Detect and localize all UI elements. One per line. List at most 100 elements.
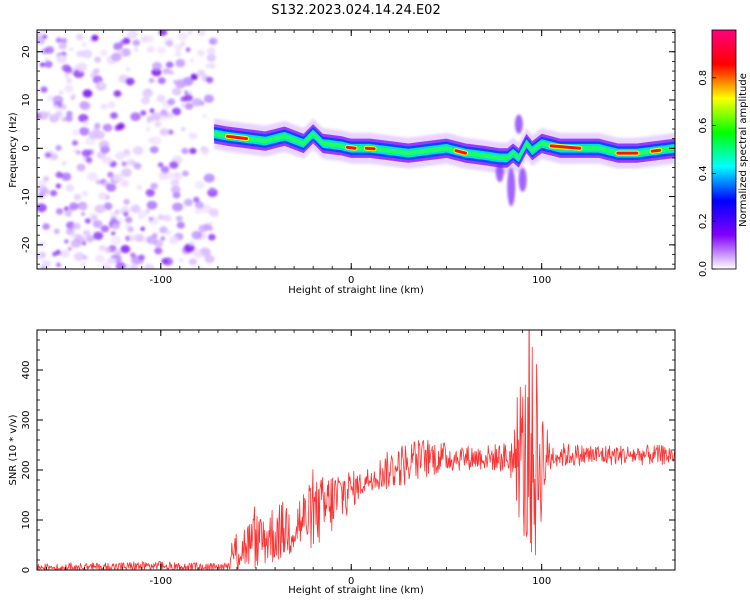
noise-blob (114, 209, 120, 215)
noise-blob (120, 179, 129, 187)
snr-y-tick-label: 400 (21, 360, 32, 379)
noise-blob (160, 109, 168, 116)
noise-blob (64, 206, 69, 211)
noise-blob (127, 30, 138, 39)
noise-blob (163, 68, 170, 75)
noise-blob (144, 263, 155, 269)
noise-blob (39, 30, 48, 35)
noise-blob (105, 247, 110, 252)
noise-blob (171, 107, 181, 116)
noise-blob (154, 247, 163, 255)
noise-blob (208, 233, 216, 241)
snr-plot-area (37, 330, 675, 570)
noise-blob (138, 214, 144, 220)
noise-blob (189, 58, 194, 63)
ridge-peak-red (454, 149, 468, 155)
noise-blob (82, 255, 88, 260)
noise-blob (37, 185, 48, 194)
noise-blob (69, 47, 74, 51)
noise-blob (94, 254, 105, 263)
noise-blob (91, 215, 98, 221)
spectrogram-y-axis-label: Frequency (Hz) (8, 112, 19, 188)
snr-y-tick-label: 100 (21, 510, 32, 529)
noise-blob (102, 156, 113, 165)
noise-blob (110, 112, 118, 119)
colorbar-frame (711, 29, 737, 270)
noise-blob (61, 64, 71, 72)
noise-blob (140, 110, 147, 116)
noise-blob (60, 249, 70, 258)
colorbar-tick-label: 0.6 (698, 118, 709, 134)
noise-blob (136, 184, 143, 191)
noise-blob (173, 79, 178, 85)
colorbar-gradient (712, 30, 736, 269)
noise-blob (61, 172, 72, 181)
noise-blob (146, 46, 155, 53)
noise-blob (189, 147, 197, 155)
noise-blob (76, 33, 84, 41)
colorbar-tick-label: 0.2 (698, 213, 709, 229)
noise-blob (130, 204, 141, 213)
noise-blob (172, 87, 182, 96)
noise-blob (69, 202, 79, 211)
noise-blob (195, 201, 204, 209)
noise-blob (184, 102, 194, 110)
noise-blob (185, 47, 191, 52)
noise-blob (93, 231, 104, 241)
noise-blob (169, 161, 179, 169)
noise-blob (201, 113, 208, 119)
noise-blob (37, 179, 47, 188)
noise-blob (166, 230, 172, 236)
noise-blob (40, 266, 46, 269)
spectrogram-x-tick-label: 100 (532, 275, 551, 286)
noise-blob (206, 53, 216, 62)
noise-blob (157, 77, 166, 85)
noise-blob (83, 230, 91, 237)
noise-blob (37, 203, 47, 213)
noise-blob (113, 90, 122, 97)
noise-blob (43, 176, 50, 182)
noise-blob (98, 245, 107, 252)
snr-x-ticks: -100 0 100 (46, 330, 676, 587)
noise-blob (94, 56, 102, 63)
ridge-peak-red (549, 144, 582, 150)
noise-blob (94, 123, 101, 129)
noise-blob (44, 152, 52, 159)
noise-blob (132, 146, 144, 155)
noise-blob (120, 245, 131, 254)
noise-blob (194, 180, 205, 190)
noise-blob (49, 114, 60, 123)
noise-blob (81, 190, 89, 197)
noise-blob (203, 94, 214, 103)
noise-blob (66, 110, 73, 117)
colorbar-tick-label: 0.4 (698, 165, 709, 181)
noise-blob (85, 137, 96, 146)
noise-blob (45, 46, 55, 54)
noise-blob (174, 50, 182, 57)
noise-blob (168, 69, 174, 75)
snr-y-tick-label: 200 (21, 460, 32, 479)
noise-blob (205, 76, 214, 84)
noise-blob (55, 171, 63, 178)
noise-blob (204, 254, 214, 263)
noise-blob (176, 221, 185, 229)
noise-blob (156, 94, 166, 103)
noise-blob (80, 262, 87, 268)
noise-blob (154, 121, 162, 128)
noise-blob (40, 259, 52, 268)
noise-blob (55, 208, 64, 215)
noise-blob (146, 200, 158, 210)
noise-blob (167, 129, 174, 135)
noise-blob (100, 103, 108, 110)
snr-y-tick-label: 300 (21, 410, 32, 429)
noise-blob (181, 147, 189, 155)
noise-blob (102, 123, 113, 132)
noise-blob (150, 136, 162, 146)
noise-blob (160, 236, 165, 241)
noise-blob (194, 251, 203, 259)
noise-blob (72, 140, 78, 146)
noise-blob (81, 149, 91, 158)
noise-blob (175, 59, 186, 68)
noise-blob (133, 47, 139, 52)
